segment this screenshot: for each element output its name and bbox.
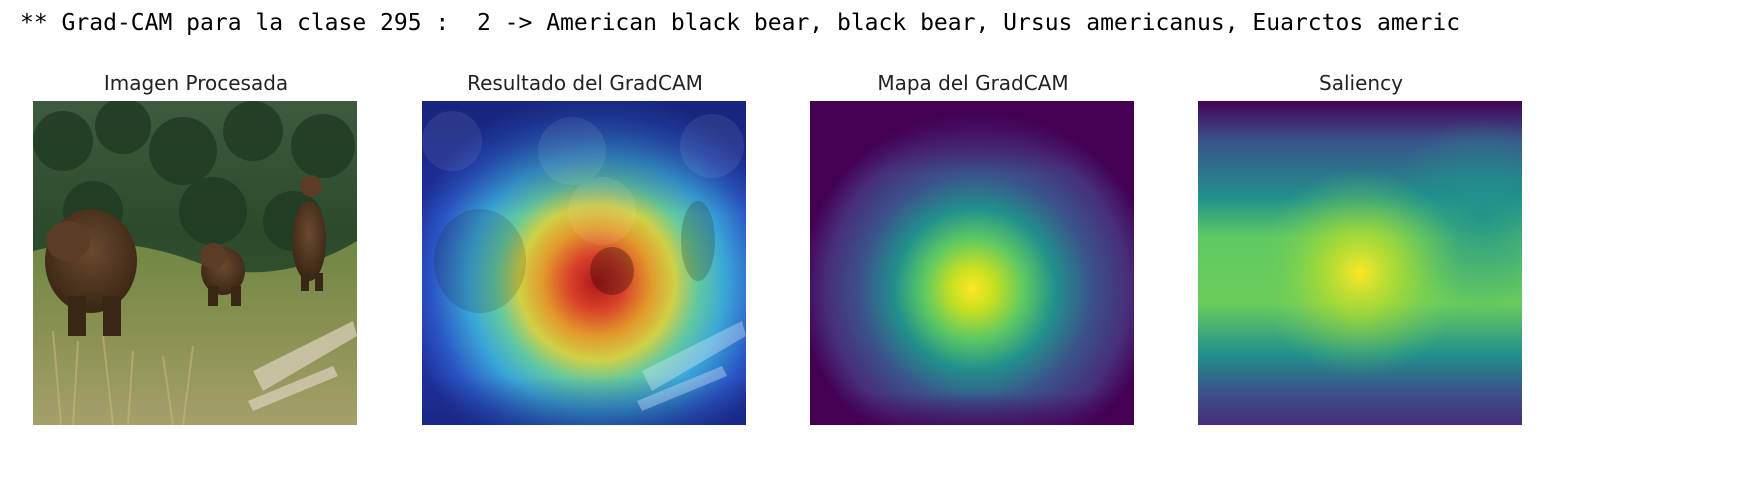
panel-saliency: Saliency	[1198, 68, 1524, 425]
panel-processed-image: Imagen Procesada	[33, 68, 359, 425]
processed-image	[33, 101, 357, 425]
panel-title: Imagen Procesada	[103, 71, 289, 95]
panel-title: Mapa del GradCAM	[877, 71, 1069, 95]
output-header-text: ** Grad-CAM para la clase 295 : 2 -> Ame…	[20, 10, 1461, 36]
panel-gradcam-map: Mapa del GradCAM	[810, 68, 1136, 425]
saliency-heatmap	[1198, 101, 1522, 425]
gradcam-heatmap	[810, 101, 1134, 425]
panel-title: Resultado del GradCAM	[467, 71, 703, 95]
gradcam-result-image	[422, 101, 746, 425]
panel-title: Saliency	[1319, 71, 1403, 95]
panel-gradcam-result: Resultado del GradCAM	[422, 68, 748, 425]
